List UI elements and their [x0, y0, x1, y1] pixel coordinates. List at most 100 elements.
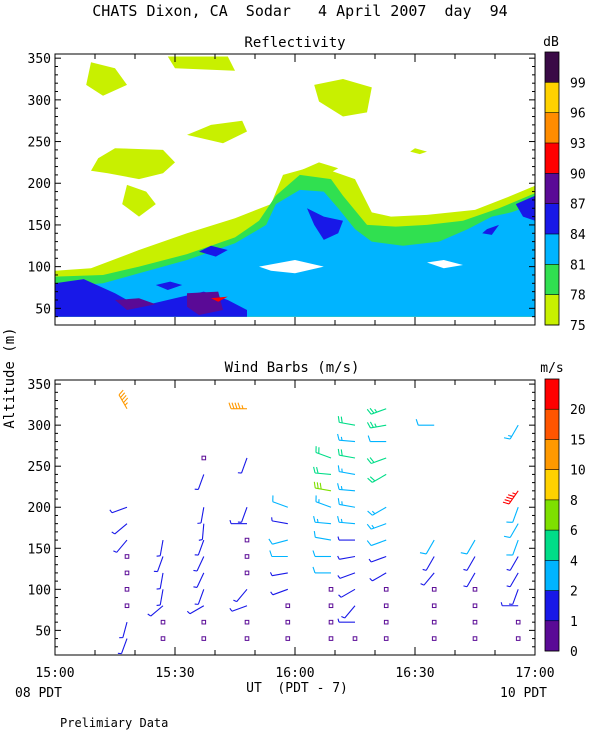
wind-barbs-frame	[54, 379, 536, 656]
wind-barb	[269, 572, 288, 577]
calm-marker	[431, 587, 437, 592]
colorbar-swatch-15	[545, 409, 559, 440]
wind-barb	[367, 506, 387, 516]
wind-barb	[366, 539, 387, 547]
contour-84-4	[482, 224, 499, 235]
colorbar-swatch-2	[545, 560, 559, 591]
wind-barb	[198, 523, 205, 541]
wind-barb	[337, 515, 356, 525]
wind-barb	[313, 481, 332, 492]
y-tick-label: 350	[28, 52, 51, 67]
wind-barb	[337, 483, 356, 492]
calm-marker	[244, 570, 250, 576]
colorbar-swatch-90	[545, 143, 559, 174]
y-tick-label: 200	[28, 177, 51, 192]
contour-90-0	[211, 296, 228, 302]
calm-marker	[431, 603, 437, 609]
colorbar-label: 6	[570, 524, 578, 539]
y-tick-label: 150	[28, 219, 51, 234]
wind-barbs-title: Wind Barbs (m/s)	[225, 360, 360, 376]
wind-x-axis: 15:00 15:30 16:00 16:30 17:00	[35, 380, 555, 681]
calm-marker	[431, 636, 437, 641]
wind-barb	[367, 435, 387, 443]
colorbar-label: 90	[570, 167, 586, 182]
contour-84-3	[155, 281, 183, 290]
reflectivity-colorbar-unit: dB	[543, 35, 559, 50]
wind-barb	[337, 572, 356, 579]
contour-87-0	[115, 298, 156, 310]
calm-marker	[201, 619, 207, 625]
left-time-note: 08 PDT	[15, 686, 62, 701]
colorbar-swatch-99	[545, 52, 559, 83]
calm-marker	[328, 603, 334, 609]
contour-75-6	[314, 79, 372, 117]
calm-marker	[328, 636, 334, 641]
wind-barb	[271, 517, 288, 525]
contour-87-1	[187, 291, 223, 315]
calm-marker	[124, 587, 130, 592]
wind-barb	[509, 589, 519, 605]
wind-barb	[506, 556, 519, 571]
colorbar-swatch-84	[545, 203, 559, 234]
wind-barbs	[109, 389, 521, 655]
colorbar-swatch-20	[545, 379, 559, 410]
wind-barb	[337, 555, 356, 560]
y-tick-label: 300	[28, 94, 51, 109]
wind-barb	[313, 515, 332, 525]
wind-barb	[113, 539, 128, 553]
wind-barb	[415, 418, 435, 426]
wind-colorbar-unit: m/s	[540, 361, 563, 376]
wind-barb	[460, 539, 476, 555]
contour-75-2	[167, 56, 235, 71]
colorbar-label: 2	[570, 585, 578, 600]
colorbar-swatch-78	[545, 264, 559, 295]
calm-marker	[328, 619, 334, 625]
wind-barb	[463, 556, 476, 571]
wind-barb	[312, 566, 331, 574]
contour-75-7	[299, 162, 339, 180]
wind-barb	[337, 498, 356, 508]
y-tick-label: 250	[28, 136, 51, 151]
colorbar-label: 75	[570, 319, 586, 334]
contour-none-1	[427, 260, 463, 269]
calm-marker	[244, 537, 250, 543]
x-tick-label: 15:00	[35, 666, 74, 681]
right-time-note: 10 PDT	[500, 686, 547, 701]
colorbar-label: 10	[570, 464, 586, 479]
wind-barb	[502, 490, 519, 505]
footer-note: Prelimiary Data	[60, 716, 168, 730]
wind-barb	[228, 402, 247, 410]
wind-barb	[270, 588, 288, 596]
y-tick-label: 350	[28, 378, 51, 393]
calm-marker	[244, 619, 250, 625]
calm-marker	[160, 636, 166, 641]
wind-barb	[111, 523, 128, 535]
calm-marker	[352, 636, 358, 641]
y-tick-label: 250	[28, 460, 51, 475]
wind-barb	[156, 572, 164, 590]
calm-marker	[244, 636, 250, 641]
colorbar-label: 87	[570, 198, 586, 213]
calm-marker	[383, 603, 389, 609]
calm-marker	[201, 455, 207, 461]
colorbar-label: 96	[570, 107, 586, 122]
contour-75-8	[410, 148, 427, 155]
wind-colorbar: 0 1 2 4 6 8 10 15 20	[544, 378, 586, 660]
wind-barb	[422, 556, 435, 571]
calm-marker	[383, 587, 389, 592]
wind-barb	[366, 407, 387, 415]
wind-barb	[229, 605, 248, 612]
colorbar-swatch-93	[545, 112, 559, 143]
calm-marker	[472, 619, 478, 625]
colorbar-label: 93	[570, 137, 586, 152]
x-tick-label: 16:00	[275, 666, 314, 681]
wind-barb	[369, 572, 387, 582]
colorbar-label: 84	[570, 228, 586, 243]
calm-marker	[124, 570, 130, 576]
y-tick-label: 50	[35, 302, 51, 317]
wind-barb	[269, 550, 288, 558]
calm-marker	[383, 619, 389, 625]
calm-marker	[472, 603, 478, 609]
colorbar-label: 99	[570, 76, 586, 91]
